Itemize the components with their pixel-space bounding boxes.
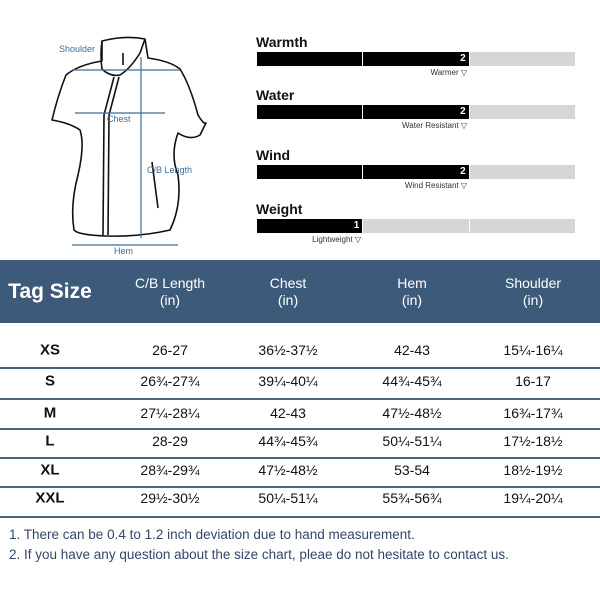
rating-segment — [469, 105, 575, 119]
rating-segment — [469, 52, 575, 66]
row-divider — [0, 428, 600, 430]
rating-title: Water — [256, 87, 295, 103]
rating-warmth: Warmth 2 Warmer ▽ — [256, 34, 575, 77]
rating-title: Weight — [256, 201, 303, 217]
rating-water: Water 2 Water Resistant ▽ — [256, 87, 575, 130]
rating-value: 2 — [460, 106, 466, 117]
header-label: Chest — [269, 274, 307, 291]
header-label: Hem — [397, 274, 427, 291]
header-tag-size: Tag Size — [8, 280, 92, 303]
shoulder-label: Shoulder — [59, 44, 96, 54]
cell-hem: 50¼-51¼ — [382, 433, 442, 449]
cell-shoulder: 19¼-20¼ — [503, 490, 563, 506]
cb-length-label: C/B Length — [147, 165, 193, 175]
cell-cb-length: 26-27 — [152, 342, 188, 358]
rating-wind: Wind 2 Wind Resistant ▽ — [256, 147, 575, 190]
cell-chest: 42-43 — [270, 405, 306, 421]
row-divider — [0, 457, 600, 459]
rating-caption: Warmer ▽ — [430, 68, 467, 77]
rating-value: 2 — [460, 166, 466, 177]
rating-segment — [363, 219, 469, 233]
rating-segment — [469, 219, 575, 233]
cell-cb-length: 29½-30½ — [140, 490, 200, 506]
note-1: 1. There can be 0.4 to 1.2 inch deviatio… — [9, 527, 415, 542]
cell-chest: 36½-37½ — [258, 342, 318, 358]
header-unit: (in) — [401, 291, 423, 308]
rating-bar: 2 — [257, 105, 575, 119]
header-shoulder: Shoulder (in) — [505, 260, 561, 323]
rating-bar: 1 — [257, 219, 575, 233]
cell-chest: 50¼-51¼ — [258, 490, 318, 506]
rating-segment: 2 — [363, 105, 469, 119]
rating-segment: 1 — [257, 219, 363, 233]
cell-shoulder: 17½-18½ — [503, 433, 563, 449]
cell-cb-length: 28¾-29¾ — [140, 462, 200, 478]
cell-hem: 55¾-56¾ — [382, 490, 442, 506]
rating-title: Wind — [256, 147, 291, 163]
note-2: 2. If you have any question about the si… — [9, 547, 509, 562]
row-divider — [0, 398, 600, 400]
row-divider — [0, 367, 600, 369]
rating-weight: Weight 1 Lightweight ▽ — [256, 201, 575, 244]
cell-size: XL — [40, 461, 60, 479]
rating-caption: Wind Resistant ▽ — [404, 181, 467, 190]
jacket-measurement-diagram: Shoulder Chest C/B Length Hem — [30, 25, 230, 260]
header-unit: (in) — [277, 291, 299, 308]
rating-segment — [469, 165, 575, 179]
table-header: Tag Size C/B Length (in) Chest (in) Hem (in… — [0, 260, 600, 323]
header-cb-length: C/B Length (in) — [135, 260, 205, 323]
header-unit: (in) — [159, 291, 181, 308]
hem-label: Hem — [114, 246, 134, 256]
header-label: Shoulder — [504, 274, 562, 291]
jacket-outline-icon — [51, 36, 207, 246]
header-label: C/B Length — [134, 274, 206, 291]
rating-segment: 2 — [363, 165, 469, 179]
chest-label: Chest — [107, 114, 131, 124]
cell-chest: 44¾-45¾ — [258, 433, 318, 449]
cell-hem: 42-43 — [394, 342, 430, 358]
rating-segment — [257, 165, 363, 179]
rating-segment — [257, 105, 363, 119]
cell-shoulder: 16-17 — [515, 373, 551, 389]
rating-bar: 2 — [257, 165, 575, 179]
cell-size: S — [44, 372, 56, 390]
rating-segment: 2 — [363, 52, 469, 66]
rating-caption: Water Resistant ▽ — [402, 121, 467, 130]
row-divider — [0, 486, 600, 488]
cell-shoulder: 15¼-16¼ — [503, 342, 563, 358]
header-hem: Hem (in) — [397, 260, 427, 323]
header-unit: (in) — [522, 291, 544, 308]
header-chest: Chest (in) — [270, 260, 307, 323]
cell-size: L — [45, 432, 55, 450]
rating-title: Warmth — [256, 34, 308, 50]
cell-size: XS — [39, 341, 61, 359]
cell-hem: 53-54 — [394, 462, 430, 478]
rating-segment — [257, 52, 363, 66]
rating-value: 1 — [353, 220, 360, 231]
cell-chest: 39¼-40¼ — [258, 373, 318, 389]
rating-bar: 2 — [257, 52, 575, 66]
cell-cb-length: 27¼-28¼ — [140, 405, 200, 421]
rating-value: 2 — [460, 53, 466, 64]
cell-hem: 47½-48½ — [382, 405, 442, 421]
row-divider — [0, 516, 600, 518]
cell-cb-length: 26¾-27¾ — [140, 373, 200, 389]
cell-chest: 47½-48½ — [258, 462, 318, 478]
cell-size: M — [43, 404, 57, 422]
cell-size: XXL — [35, 489, 65, 507]
cell-hem: 44¾-45¾ — [382, 373, 442, 389]
rating-caption: Lightweight ▽ — [312, 235, 361, 244]
cell-cb-length: 28-29 — [152, 433, 188, 449]
cell-shoulder: 16¾-17¾ — [503, 405, 563, 421]
cell-shoulder: 18½-19½ — [503, 462, 563, 478]
